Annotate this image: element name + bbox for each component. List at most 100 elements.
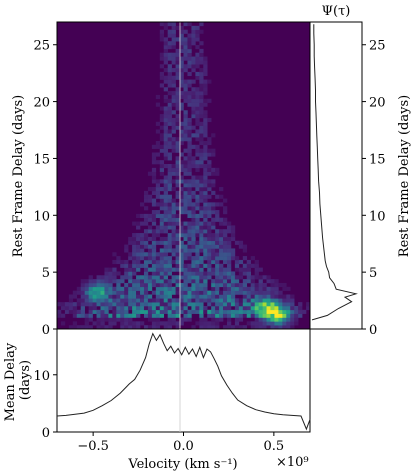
heatmap-cell: [250, 302, 255, 307]
heatmap-cell: [163, 229, 168, 234]
heatmap-cell: [199, 271, 204, 276]
heatmap-cell: [274, 286, 279, 291]
heatmap-cell: [163, 240, 168, 245]
heatmap-cell: [179, 179, 184, 184]
heatmap-cell: [211, 267, 216, 272]
heatmap-cell: [163, 152, 168, 157]
heatmap-cell: [199, 156, 204, 161]
heatmap-cell: [124, 267, 129, 272]
heatmap-cell: [215, 217, 220, 222]
heatmap-cell: [132, 221, 137, 226]
heatmap-cell: [163, 271, 168, 276]
heatmap-cell: [211, 256, 216, 261]
heatmap-cell: [195, 240, 200, 245]
heatmap-cell: [183, 48, 188, 53]
heatmap-cell: [270, 325, 275, 330]
heatmap-cell: [254, 267, 259, 272]
heatmap-cell: [219, 202, 224, 207]
heatmap-cell: [151, 187, 157, 192]
heatmap-cell: [270, 302, 275, 307]
heatmap-cell: [151, 279, 157, 284]
heatmap-cell: [203, 183, 208, 188]
heatmap-cell: [143, 233, 149, 238]
heatmap-cell: [274, 317, 279, 322]
heatmap-cell: [163, 163, 168, 169]
heatmap-y-tick-label: 15: [33, 152, 50, 167]
heatmap-cell: [88, 309, 93, 314]
heatmap-cell: [104, 298, 109, 303]
heatmap-cell: [155, 313, 161, 318]
heatmap-cell: [72, 290, 78, 295]
heatmap-cell: [72, 305, 78, 311]
heatmap-cell: [242, 305, 248, 311]
heatmap-cell: [187, 302, 192, 307]
heatmap-cell: [167, 171, 172, 176]
heatmap-cell: [270, 313, 275, 318]
heatmap-cell: [215, 302, 220, 307]
heatmap-cell: [143, 290, 149, 295]
heatmap-cell: [250, 298, 255, 303]
heatmap-cell: [286, 298, 291, 303]
mean-delay-y-axis-label: Mean Delay (days): [3, 339, 33, 422]
heatmap-cell: [211, 221, 216, 226]
heatmap-cell: [159, 125, 165, 130]
heatmap-cell: [242, 286, 248, 291]
heatmap-cell: [250, 313, 255, 318]
heatmap-cell: [258, 325, 263, 330]
heatmap-cell: [187, 71, 192, 77]
heatmap-cell: [84, 282, 89, 288]
heatmap-cell: [226, 325, 232, 330]
heatmap-cell: [203, 114, 208, 119]
heatmap-cell: [183, 317, 188, 322]
heatmap-cell: [171, 56, 176, 61]
heatmap-cell: [195, 91, 200, 96]
heatmap-cell: [207, 98, 212, 103]
heatmap-cell: [163, 187, 168, 192]
heatmap-cell: [171, 167, 176, 172]
heatmap-cell: [230, 225, 236, 230]
heatmap-cell: [147, 294, 153, 299]
heatmap-cell: [179, 160, 184, 165]
heatmap-cell: [191, 202, 196, 207]
heatmap-cell: [250, 279, 255, 284]
heatmap-cell: [108, 294, 113, 299]
heatmap-cell: [132, 302, 137, 307]
heatmap-cell: [195, 267, 200, 272]
heatmap-cell: [199, 114, 204, 119]
heatmap-cell: [298, 305, 303, 311]
heatmap-cell: [151, 217, 157, 222]
heatmap-cell: [183, 79, 188, 84]
heatmap-cell: [143, 194, 149, 199]
heatmap-cell: [207, 302, 212, 307]
heatmap-cell: [199, 267, 204, 272]
heatmap-cell: [128, 325, 133, 330]
heatmap-cell: [128, 290, 133, 295]
heatmap-cell: [191, 179, 196, 184]
heatmap-cell: [242, 267, 248, 272]
heatmap-cell: [286, 325, 291, 330]
heatmap-cell: [203, 117, 208, 123]
heatmap-cell: [76, 313, 82, 318]
heatmap-cell: [187, 252, 192, 257]
heatmap-cell: [254, 325, 259, 330]
heatmap-cell: [136, 321, 141, 326]
heatmap-cell: [207, 313, 212, 318]
heatmap-cell: [250, 309, 255, 314]
heatmap-cell: [266, 305, 271, 311]
heatmap-cell: [258, 294, 263, 299]
heatmap-cell: [147, 279, 153, 284]
heatmap-cell: [143, 294, 149, 299]
heatmap-cell: [112, 305, 117, 311]
heatmap-cell: [223, 221, 228, 226]
heatmap-cell: [183, 121, 188, 126]
heatmap-cell: [230, 290, 236, 295]
heatmap-cell: [167, 29, 172, 34]
heatmap-cell: [171, 267, 176, 272]
heatmap-cell: [155, 263, 161, 268]
heatmap-cell: [171, 202, 176, 207]
heatmap-cell: [175, 117, 180, 123]
heatmap-cell: [171, 110, 176, 115]
heatmap-cell: [234, 275, 240, 280]
heatmap-cell: [238, 309, 244, 314]
